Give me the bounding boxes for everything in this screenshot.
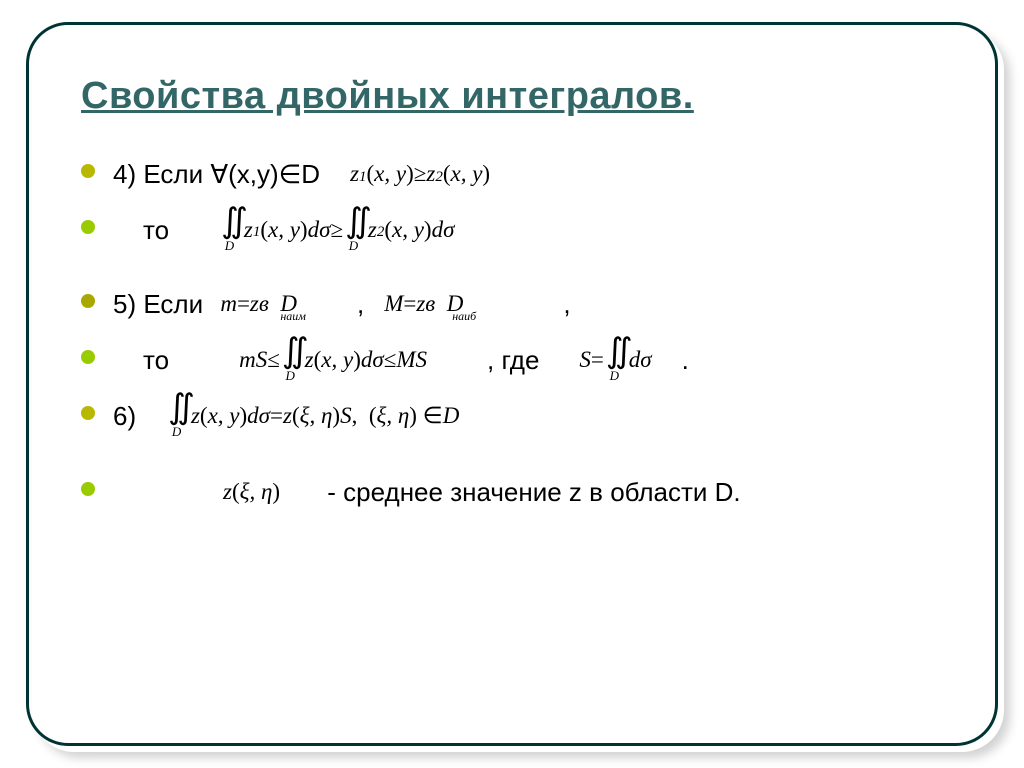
bullet-icon [81,220,95,234]
mean-value-description: - среднее значение z в области D. [320,477,741,508]
property-6-prefix: 6) [113,401,136,432]
bullet-item: 5) Если m = zв D наим , M = zв D наиб , [81,282,943,326]
bullet-icon [81,350,95,364]
min-value: m = zв D наим [220,291,297,317]
bullet-item: 6) ∬D z(x, y)dσ = z(ξ, η)S, (ξ, η) ∈ D [81,394,943,438]
bullet-item: 4) Если ∀(х,у)∈D z1(x, y) ≥ z2(x, y) [81,152,943,196]
bullet-item: то ∬D z1(x, y)dσ ≥ ∬D z2(x, y)dσ [81,208,943,252]
property-4-inequality: z1(x, y) ≥ z2(x, y) [350,161,490,187]
comma: , [563,289,570,320]
comma: , [357,289,364,320]
property-4-condition: ∀(х,у)∈D [210,159,320,190]
then-label: то [143,215,169,246]
bullet-item: то mS ≤ ∬D z(x, y)dσ ≤ MS , где S = ∬D d… [81,338,943,382]
area-definition: S = ∬D dσ [579,338,651,382]
mean-value-theorem: ∬D z(x, y)dσ = z(ξ, η)S, (ξ, η) ∈ D [166,394,459,438]
max-value: M = zв D наиб [384,291,463,317]
integral-inequality: ∬D z1(x, y)dσ ≥ ∬D z2(x, y)dσ [219,208,454,252]
then-label: то [143,345,169,376]
bullet-item: z(ξ, η) - среднее значение z в области D… [81,470,943,514]
where-label: , где [487,345,539,376]
bounds-inequality: mS ≤ ∬D z(x, y)dσ ≤ MS [239,338,427,382]
mean-value-notation: z(ξ, η) [223,479,280,505]
property-5-prefix: 5) Если [113,289,210,320]
slide-frame: Свойства двойных интегралов. 4) Если ∀(х… [26,22,998,746]
bullet-icon [81,294,95,308]
period: . [682,345,689,376]
bullet-icon [81,406,95,420]
bullet-icon [81,482,95,496]
bullet-icon [81,164,95,178]
slide-title: Свойства двойных интегралов. [81,75,943,118]
property-4-prefix: 4) Если [113,159,210,190]
